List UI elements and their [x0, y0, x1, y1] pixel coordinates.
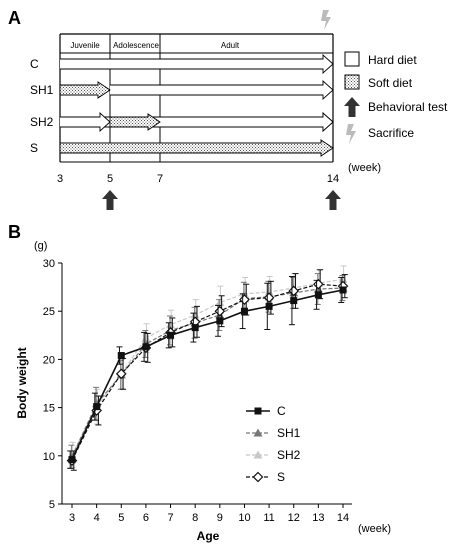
week-tick-label: 14 — [327, 173, 339, 185]
data-point — [93, 403, 101, 411]
x-tick-label: 5 — [118, 512, 124, 524]
y-tick-label: 20 — [43, 354, 55, 366]
legend-label: C — [277, 404, 286, 418]
x-tick-label: 13 — [312, 512, 324, 524]
body-weight-chart: 5 10 15 20 25 30 3 4 5 6 7 8 9 10 11 12 13 14 (g) (week) Age… — [15, 240, 391, 543]
hard-diet-arrow — [60, 111, 111, 133]
data-point — [216, 317, 224, 325]
x-tick-label: 3 — [69, 512, 75, 524]
data-point — [265, 302, 273, 310]
panel-b-label: B — [8, 222, 21, 242]
data-point — [314, 291, 322, 299]
series-sh1 — [67, 273, 348, 469]
legend-label: S — [277, 470, 285, 484]
period-label: Adult — [221, 41, 240, 50]
week-tick-label: 7 — [157, 173, 163, 185]
data-point — [167, 331, 175, 339]
group-label: SH1 — [30, 83, 54, 97]
week-tick-label: 3 — [57, 173, 63, 185]
legend-sacrifice: Sacrifice — [368, 126, 414, 140]
series-s — [66, 269, 349, 471]
group-label: S — [30, 141, 38, 155]
legend-soft-diet: Soft diet — [368, 76, 413, 90]
week-tick-label: 5 — [107, 173, 113, 185]
legend-behavioral-arrow-icon — [344, 97, 360, 117]
group-label: SH2 — [30, 115, 54, 129]
legend-marker — [253, 428, 263, 437]
panel-a-label: A — [8, 8, 21, 28]
sacrifice-bolt-icon — [321, 10, 331, 30]
legend-label: SH2 — [277, 448, 301, 462]
week-unit-label: (week) — [348, 162, 381, 174]
data-point — [115, 368, 127, 380]
soft-diet-arrow — [59, 139, 334, 157]
x-tick-label: 14 — [337, 512, 349, 524]
legend-marker — [252, 471, 264, 483]
x-tick-label: 4 — [94, 512, 100, 524]
y-tick-label: 25 — [43, 306, 55, 318]
legend-sacrifice-bolt-icon — [346, 124, 356, 144]
data-point — [214, 305, 226, 317]
hard-diet-swatch — [344, 51, 360, 67]
soft-diet-swatch — [344, 74, 360, 90]
data-point — [290, 297, 298, 305]
data-point — [240, 307, 248, 315]
y-tick-label: 15 — [43, 403, 55, 415]
group-label: C — [30, 57, 39, 71]
hard-diet-arrow — [160, 111, 334, 133]
legend-label: SH1 — [277, 426, 301, 440]
chart-legend: C SH1 SH2 S — [246, 404, 301, 484]
x-tick-label: 11 — [263, 512, 274, 524]
x-tick-label: 9 — [217, 512, 223, 524]
data-point — [191, 324, 199, 332]
legend-marker — [254, 407, 262, 415]
series-line — [71, 289, 344, 460]
soft-diet-arrow — [59, 81, 111, 99]
y-tick-label: 10 — [43, 451, 55, 463]
x-tick-label: 7 — [167, 512, 173, 524]
data-point — [339, 286, 347, 294]
x-unit-label: (week) — [358, 523, 391, 535]
legend-hard-diet: Hard diet — [368, 53, 417, 67]
behavioral-test-arrow-icon — [325, 190, 341, 210]
y-unit-label: (g) — [34, 240, 47, 252]
x-tick-label: 10 — [238, 512, 250, 524]
period-label: Adolescence — [113, 41, 159, 50]
hard-diet-arrow — [60, 53, 334, 75]
legend-behavioral-test: Behavioral test — [368, 100, 448, 114]
data-point — [117, 352, 125, 360]
behavioral-test-arrow-icon — [102, 190, 118, 210]
x-tick-label: 6 — [143, 512, 149, 524]
series-sh2 — [67, 265, 348, 468]
y-tick-label: 30 — [43, 258, 55, 270]
diet-schedule-diagram: Juvenile Adolescence Adult C SH1 SH2 S 3 5 7 14 (we… — [30, 10, 448, 210]
y-axis-title: Body weight — [15, 347, 29, 418]
soft-diet-arrow — [109, 113, 161, 131]
series-c — [67, 275, 347, 469]
series-line — [71, 278, 344, 456]
x-tick-label: 8 — [192, 512, 198, 524]
data-point — [142, 343, 150, 351]
x-axis-title: Age — [197, 529, 220, 543]
hard-diet-arrow — [110, 79, 334, 101]
y-tick-label: 5 — [49, 499, 55, 511]
data-point — [313, 278, 324, 290]
data-point — [68, 456, 76, 464]
x-tick-label: 12 — [288, 512, 300, 524]
legend-marker — [253, 450, 263, 459]
period-label: Juvenile — [70, 41, 100, 50]
